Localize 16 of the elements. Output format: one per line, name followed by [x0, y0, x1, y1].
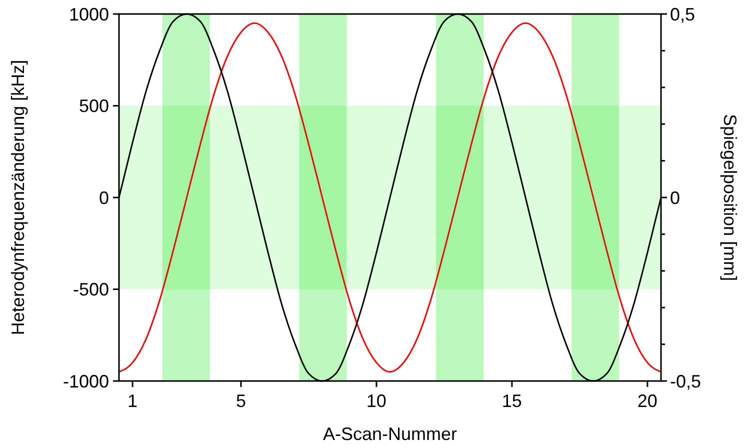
y-tick-label: 0 [98, 188, 109, 208]
y2-tick-label: 0 [670, 188, 680, 208]
y-tick-label: 500 [78, 96, 109, 116]
x-tick-label: 20 [637, 391, 658, 411]
x-tick-label: 15 [502, 391, 522, 411]
x-tick-label: 5 [236, 391, 246, 411]
y2-tick-label: -0,5 [670, 371, 702, 392]
x-tick-label: 10 [366, 391, 386, 411]
x-tick-label: 1 [128, 391, 138, 411]
y-tick-label: -500 [72, 280, 109, 300]
y2-axis-title: Spiegelposition [mm] [720, 114, 740, 282]
y-tick-label: -1000 [62, 371, 109, 392]
x-axis-title: A-Scan-Nummer [322, 424, 458, 444]
y-axis-title: Heterodynfrequenzänderung [kHz] [8, 60, 28, 336]
y2-tick-label: 0,5 [670, 4, 696, 24]
y-tick-label: 1000 [68, 4, 109, 24]
